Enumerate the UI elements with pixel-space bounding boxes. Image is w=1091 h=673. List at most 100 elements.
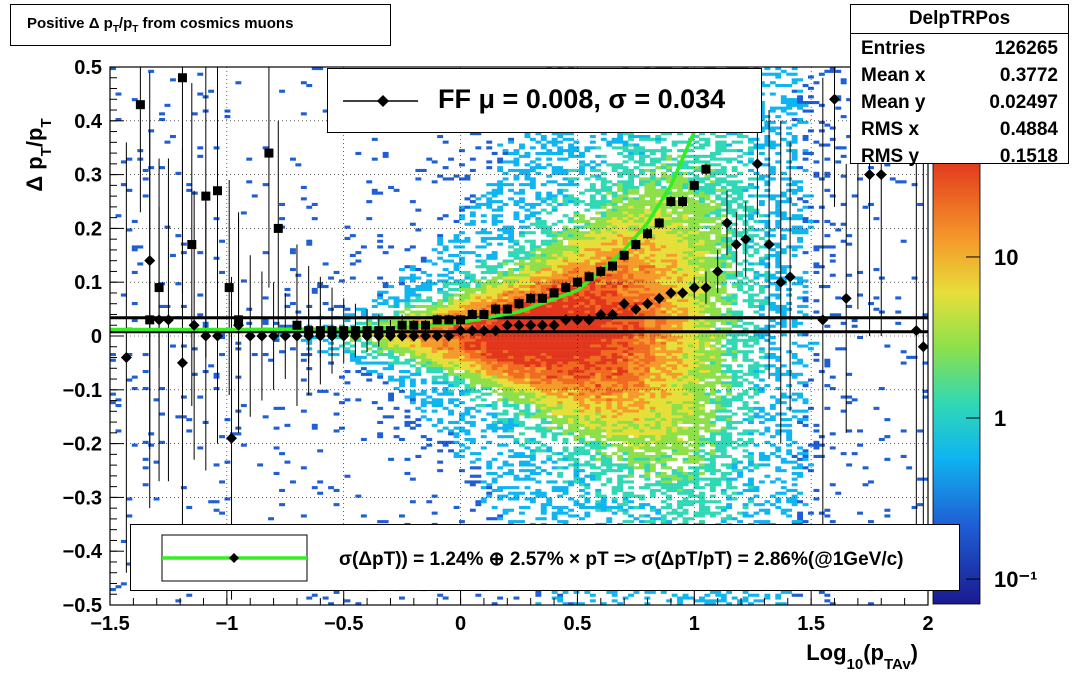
square-marker [654, 218, 664, 228]
diamond-marker [466, 325, 478, 337]
diamond-marker [338, 330, 350, 342]
diamond-marker [571, 314, 583, 326]
diamond-marker [144, 255, 156, 267]
square-marker [689, 180, 699, 190]
square-marker [264, 148, 274, 158]
diamond-marker [721, 217, 733, 229]
diamond-marker [349, 330, 361, 342]
square-marker [273, 223, 283, 233]
diamond-marker [730, 239, 742, 251]
diamond-marker [431, 330, 443, 342]
diamond-marker [665, 287, 677, 299]
diamond-marker [864, 169, 876, 181]
square-marker [397, 320, 407, 330]
stats-row-rms-x: RMS x 0.4884 [861, 119, 1058, 140]
diamond-marker [420, 330, 432, 342]
diamond-marker [653, 292, 665, 304]
diamond-marker [817, 314, 829, 326]
colorbar-axis: 10⁻¹ 1 10 [966, 245, 1037, 592]
diamond-marker [455, 325, 467, 337]
square-marker [177, 73, 187, 83]
diamond-marker [200, 330, 212, 342]
square-marker [631, 240, 641, 250]
diamond-marker [642, 298, 654, 310]
square-marker [491, 304, 501, 314]
diamond-marker [501, 319, 513, 331]
diamond-marker [303, 330, 315, 342]
square-marker [292, 320, 302, 330]
x-tick-label: −1.5 [90, 613, 129, 635]
square-marker [479, 309, 489, 319]
square-marker [213, 186, 223, 196]
square-marker [421, 320, 431, 330]
stats-title: DelpTRPos [851, 5, 1068, 34]
legend-bottom: σ(ΔpT)) = 1.24% ⊕ 2.57% × pT => σ(ΔpT/pT… [130, 524, 960, 591]
colorbar-tick-label: 10 [994, 245, 1018, 270]
diamond-marker [917, 341, 928, 353]
stats-row-mean-y: Mean y 0.02497 [861, 92, 1058, 113]
diamond-marker [314, 330, 326, 342]
diamond-marker [775, 276, 787, 288]
x-tick-label: 2 [922, 613, 933, 635]
diamond-marker [751, 158, 763, 170]
colorbar-tick-label: 10⁻¹ [994, 567, 1037, 592]
fit-mean-lines [110, 316, 928, 334]
diamond-marker [326, 330, 338, 342]
diamond-marker [740, 233, 752, 245]
square-marker [643, 229, 653, 239]
diamond-marker [513, 319, 525, 331]
legend-top-marker [343, 95, 418, 107]
title-box: Positive Δ pT/pT from cosmics muons [10, 4, 391, 46]
square-marker [145, 315, 155, 325]
colorbar-tick-label: 1 [994, 406, 1006, 431]
square-marker [526, 293, 536, 303]
square-marker [572, 277, 582, 287]
square-marker [584, 272, 594, 282]
x-tick-label: −0.5 [324, 613, 363, 635]
diamond-marker [829, 93, 841, 105]
diamond-marker [548, 319, 560, 331]
diamond-marker [606, 308, 618, 320]
square-marker [678, 197, 688, 206]
x-axis: −1.5 −1 −0.5 0 0.5 1 1.5 2 [90, 591, 934, 635]
y-tick-label: 0.5 [74, 57, 102, 79]
square-marker [666, 197, 676, 206]
diamond-marker [153, 314, 165, 326]
y-axis: −0.5 −0.4 −0.3 −0.2 −0.1 0 0.1 0.2 0.3 0.4 0.5 [63, 57, 124, 617]
square-marker [561, 283, 571, 293]
square-marker [701, 164, 711, 174]
y-tick-label: 0.4 [74, 111, 103, 133]
legend-bottom-label: σ(ΔpT)) = 1.24% ⊕ 2.57% × pT => σ(ΔpT/pT… [339, 549, 904, 570]
diamond-marker [188, 319, 200, 331]
diamond-marker [763, 239, 775, 251]
y-tick-label: 0.2 [74, 218, 102, 240]
stats-box: DelpTRPos Entries 126265 Mean x 0.3772 Mea… [850, 4, 1069, 167]
diamond-marker [120, 352, 132, 364]
y-tick-label: 0 [91, 326, 102, 348]
y-tick-label: −0.2 [63, 434, 102, 456]
diamond-marker [176, 357, 188, 369]
square-marker [444, 315, 454, 325]
square-marker [135, 100, 145, 110]
legend-top: FF μ = 0.008, σ = 0.034 [327, 68, 762, 133]
diamond-marker [875, 169, 887, 181]
square-marker [502, 304, 512, 314]
square-marker [467, 309, 477, 319]
diamond-marker [525, 319, 537, 331]
x-axis-title: Log10(pTAv) [806, 640, 918, 673]
x-tick-label: 0.5 [564, 613, 592, 635]
diamond-marker [784, 271, 796, 283]
square-marker [619, 250, 629, 260]
diamond-marker [268, 330, 280, 342]
y-axis-title: Δ pT/pT [22, 118, 55, 191]
diamond-marker [677, 287, 689, 299]
square-marker [432, 315, 442, 325]
diamond-marker [595, 308, 607, 320]
diamond-marker [212, 330, 224, 342]
square-marker [409, 320, 419, 330]
x-tick-label: 1 [689, 613, 700, 635]
y-tick-label: −0.4 [63, 541, 103, 563]
stats-row-rms-y: RMS y 0.1518 [861, 146, 1058, 167]
